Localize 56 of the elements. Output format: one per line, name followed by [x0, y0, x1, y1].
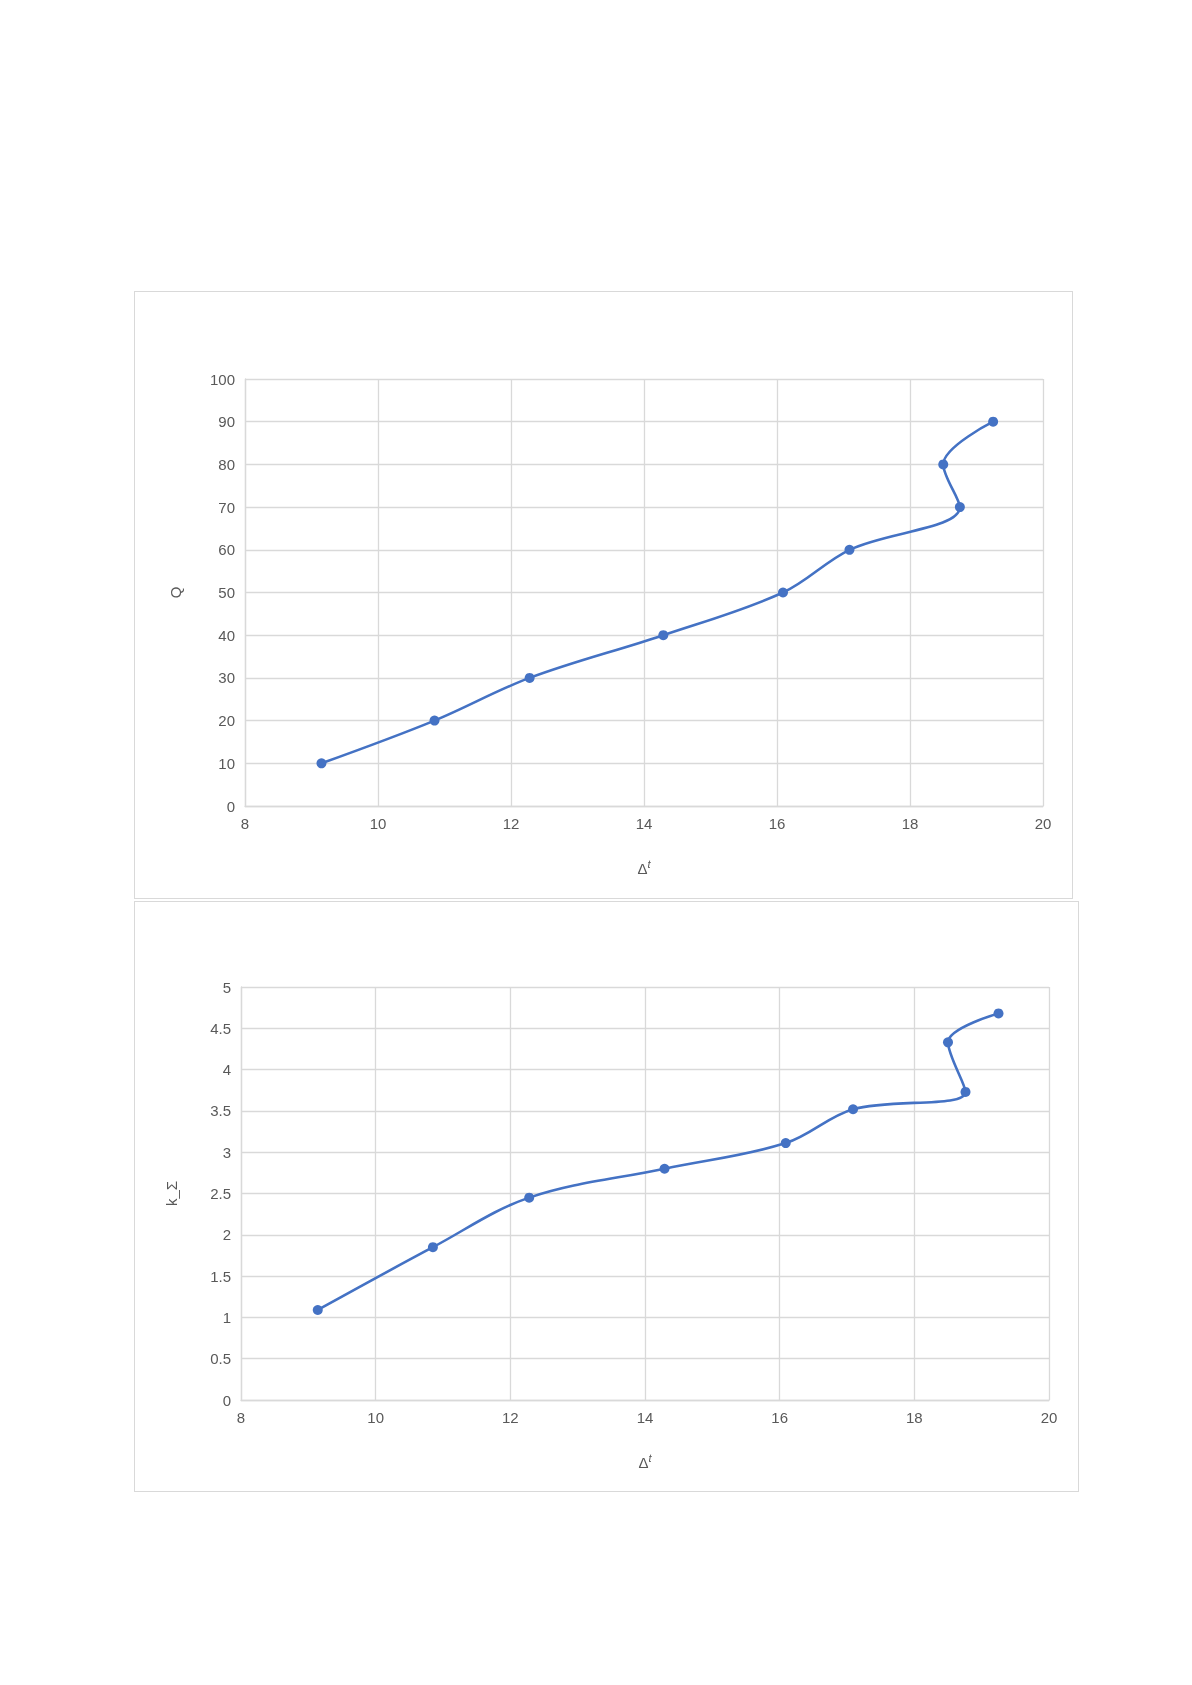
- point: [988, 416, 999, 427]
- x-tick-label: 8: [236, 1409, 246, 1426]
- point: [429, 715, 440, 726]
- x-tick-label: 18: [905, 1409, 923, 1426]
- x-tick-label: 14: [636, 1409, 654, 1426]
- y-tick-label: 10: [218, 754, 235, 772]
- x-tick-label: 16: [771, 1409, 789, 1426]
- y-axis-title: Q: [167, 586, 184, 599]
- point: [316, 758, 327, 769]
- point: [778, 587, 788, 598]
- x-tick-label: 10: [369, 815, 387, 832]
- x-tick-label: 12: [502, 815, 520, 832]
- x-tick-label: 18: [901, 815, 919, 832]
- point: [780, 1138, 791, 1149]
- x-tick-label: 20: [1034, 815, 1052, 832]
- point: [312, 1304, 323, 1315]
- point: [848, 1104, 859, 1115]
- y-tick-label: 4.5: [210, 1019, 231, 1037]
- point: [993, 1008, 1004, 1019]
- y-tick-label: 20: [218, 712, 235, 730]
- y-tick-label: 1: [222, 1308, 231, 1326]
- y-axis-title: k_Σ: [163, 1180, 180, 1207]
- point: [524, 1192, 535, 1203]
- x-tick-label: 10: [367, 1409, 385, 1426]
- y-tick-label: 0.5: [210, 1350, 231, 1368]
- y-tick-label: 80: [218, 455, 235, 473]
- y-tick-label: 40: [218, 626, 235, 644]
- y-tick-label: 5: [222, 978, 231, 996]
- point: [658, 630, 669, 641]
- y-tick-label: 70: [218, 498, 235, 516]
- y-tick-label: 4: [222, 1061, 231, 1079]
- x-tick-label: 20: [1040, 1409, 1058, 1426]
- y-tick-label: 90: [218, 413, 235, 431]
- point: [427, 1242, 438, 1253]
- point: [943, 1037, 953, 1048]
- y-tick-label: 0: [226, 797, 235, 815]
- x-tick-label: 8: [240, 815, 250, 832]
- point: [938, 459, 949, 470]
- y-tick-label: 100: [209, 370, 235, 388]
- y-tick-label: 0: [222, 1391, 231, 1409]
- point: [954, 502, 965, 513]
- y-tick-label: 2.5: [210, 1185, 231, 1202]
- x-tick-label: 12: [501, 1409, 519, 1426]
- point: [659, 1163, 670, 1174]
- point: [844, 544, 855, 555]
- point: [524, 672, 535, 683]
- y-tick-label: 3: [222, 1143, 231, 1161]
- y-tick-label: 1.5: [210, 1267, 231, 1285]
- y-tick-label: 30: [218, 669, 235, 687]
- y-tick-label: 50: [218, 584, 235, 601]
- y-tick-label: 2: [222, 1226, 231, 1244]
- point: [960, 1086, 971, 1097]
- x-tick-label: 16: [768, 815, 786, 832]
- x-tick-label: 14: [635, 815, 653, 832]
- y-tick-label: 60: [218, 541, 235, 559]
- y-tick-label: 3.5: [210, 1102, 231, 1120]
